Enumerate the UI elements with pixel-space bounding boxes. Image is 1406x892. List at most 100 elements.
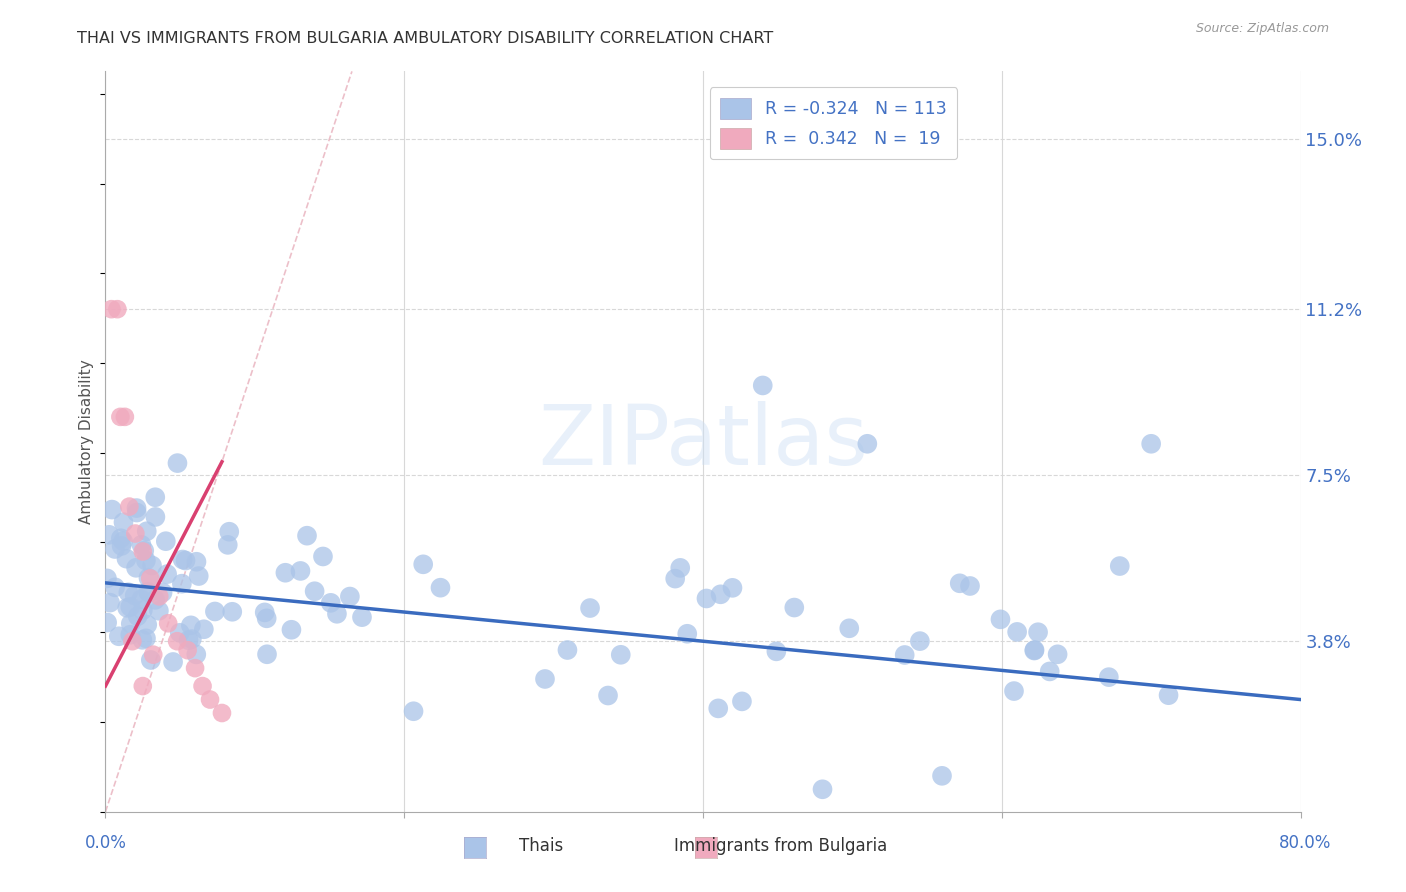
Text: THAI VS IMMIGRANTS FROM BULGARIA AMBULATORY DISABILITY CORRELATION CHART: THAI VS IMMIGRANTS FROM BULGARIA AMBULAT… (77, 31, 773, 46)
Point (143, 592, 166, 607)
Text: 80.0%: 80.0% (1278, 834, 1331, 852)
Text: 0.0%: 0.0% (84, 834, 127, 852)
Point (112, 534, 135, 549)
Point (290, 564, 312, 578)
Point (710, 587, 733, 601)
Point (118, 500, 141, 514)
Point (610, 648, 633, 662)
Point (139, 571, 162, 585)
Point (280, 623, 302, 637)
Point (218, 524, 240, 539)
Point (143, 490, 166, 504)
Point (120, 599, 142, 614)
Point (166, 456, 188, 470)
Point (319, 596, 342, 610)
Point (145, 510, 167, 524)
Point (156, 567, 179, 582)
Point (274, 566, 297, 580)
Point (152, 585, 174, 599)
Point (1157, 688, 1180, 702)
Point (138, 571, 160, 585)
Point (1098, 670, 1121, 684)
Point (136, 584, 159, 599)
Point (326, 607, 349, 621)
Point (110, 409, 132, 424)
Point (412, 558, 434, 572)
Text: ZIPatlas: ZIPatlas (538, 401, 868, 482)
Legend: R = -0.324   N = 113, R =  0.342   N =  19: R = -0.324 N = 113, R = 0.342 N = 19 (710, 87, 957, 160)
Point (1005, 624, 1028, 639)
Point (217, 538, 239, 552)
Point (990, 612, 1012, 626)
Point (295, 529, 318, 543)
Point (429, 581, 451, 595)
Point (838, 621, 860, 635)
Point (107, 302, 129, 317)
Point (664, 572, 686, 586)
Point (148, 590, 170, 604)
Point (180, 632, 202, 646)
Point (135, 553, 157, 567)
Text: Thais: Thais (519, 837, 564, 855)
Point (579, 601, 602, 615)
Point (141, 558, 163, 573)
Point (783, 600, 806, 615)
Point (339, 590, 361, 604)
Point (174, 553, 197, 567)
Point (148, 604, 170, 618)
Text: Immigrants from Bulgaria: Immigrants from Bulgaria (673, 837, 887, 855)
Point (162, 655, 184, 669)
Point (155, 534, 177, 549)
Point (184, 661, 207, 675)
Point (120, 628, 142, 642)
Point (135, 524, 157, 539)
Point (1108, 559, 1130, 574)
Point (191, 679, 214, 693)
Point (117, 585, 139, 599)
Point (856, 437, 879, 451)
Point (176, 643, 198, 657)
Point (1002, 684, 1025, 698)
Point (193, 622, 215, 636)
Y-axis label: Ambulatory Disability: Ambulatory Disability (79, 359, 94, 524)
Point (121, 634, 143, 648)
Point (115, 551, 138, 566)
Point (100, 302, 122, 317)
Point (125, 506, 148, 520)
Point (110, 539, 132, 553)
Point (695, 591, 717, 606)
Point (180, 618, 202, 632)
Point (751, 378, 773, 392)
Point (731, 694, 754, 708)
Point (125, 501, 148, 516)
Point (557, 643, 579, 657)
Point (108, 629, 131, 643)
Point (908, 634, 931, 648)
Point (129, 592, 152, 607)
Point (96, 571, 118, 585)
Point (114, 409, 136, 424)
Point (132, 679, 155, 693)
Point (136, 617, 159, 632)
Point (256, 611, 278, 625)
Point (1046, 648, 1069, 662)
Point (669, 561, 692, 575)
Point (949, 576, 972, 591)
Point (253, 606, 276, 620)
Point (1039, 665, 1062, 679)
Point (198, 692, 221, 706)
Point (312, 549, 335, 564)
Point (721, 581, 744, 595)
Point (1024, 643, 1046, 657)
Point (177, 633, 200, 648)
Point (1140, 437, 1163, 451)
Point (707, 701, 730, 715)
Point (124, 526, 146, 541)
Point (534, 672, 557, 686)
Point (98, 528, 121, 542)
Point (959, 579, 981, 593)
Point (131, 538, 153, 552)
Point (596, 689, 619, 703)
Point (125, 561, 148, 575)
Point (135, 632, 157, 646)
